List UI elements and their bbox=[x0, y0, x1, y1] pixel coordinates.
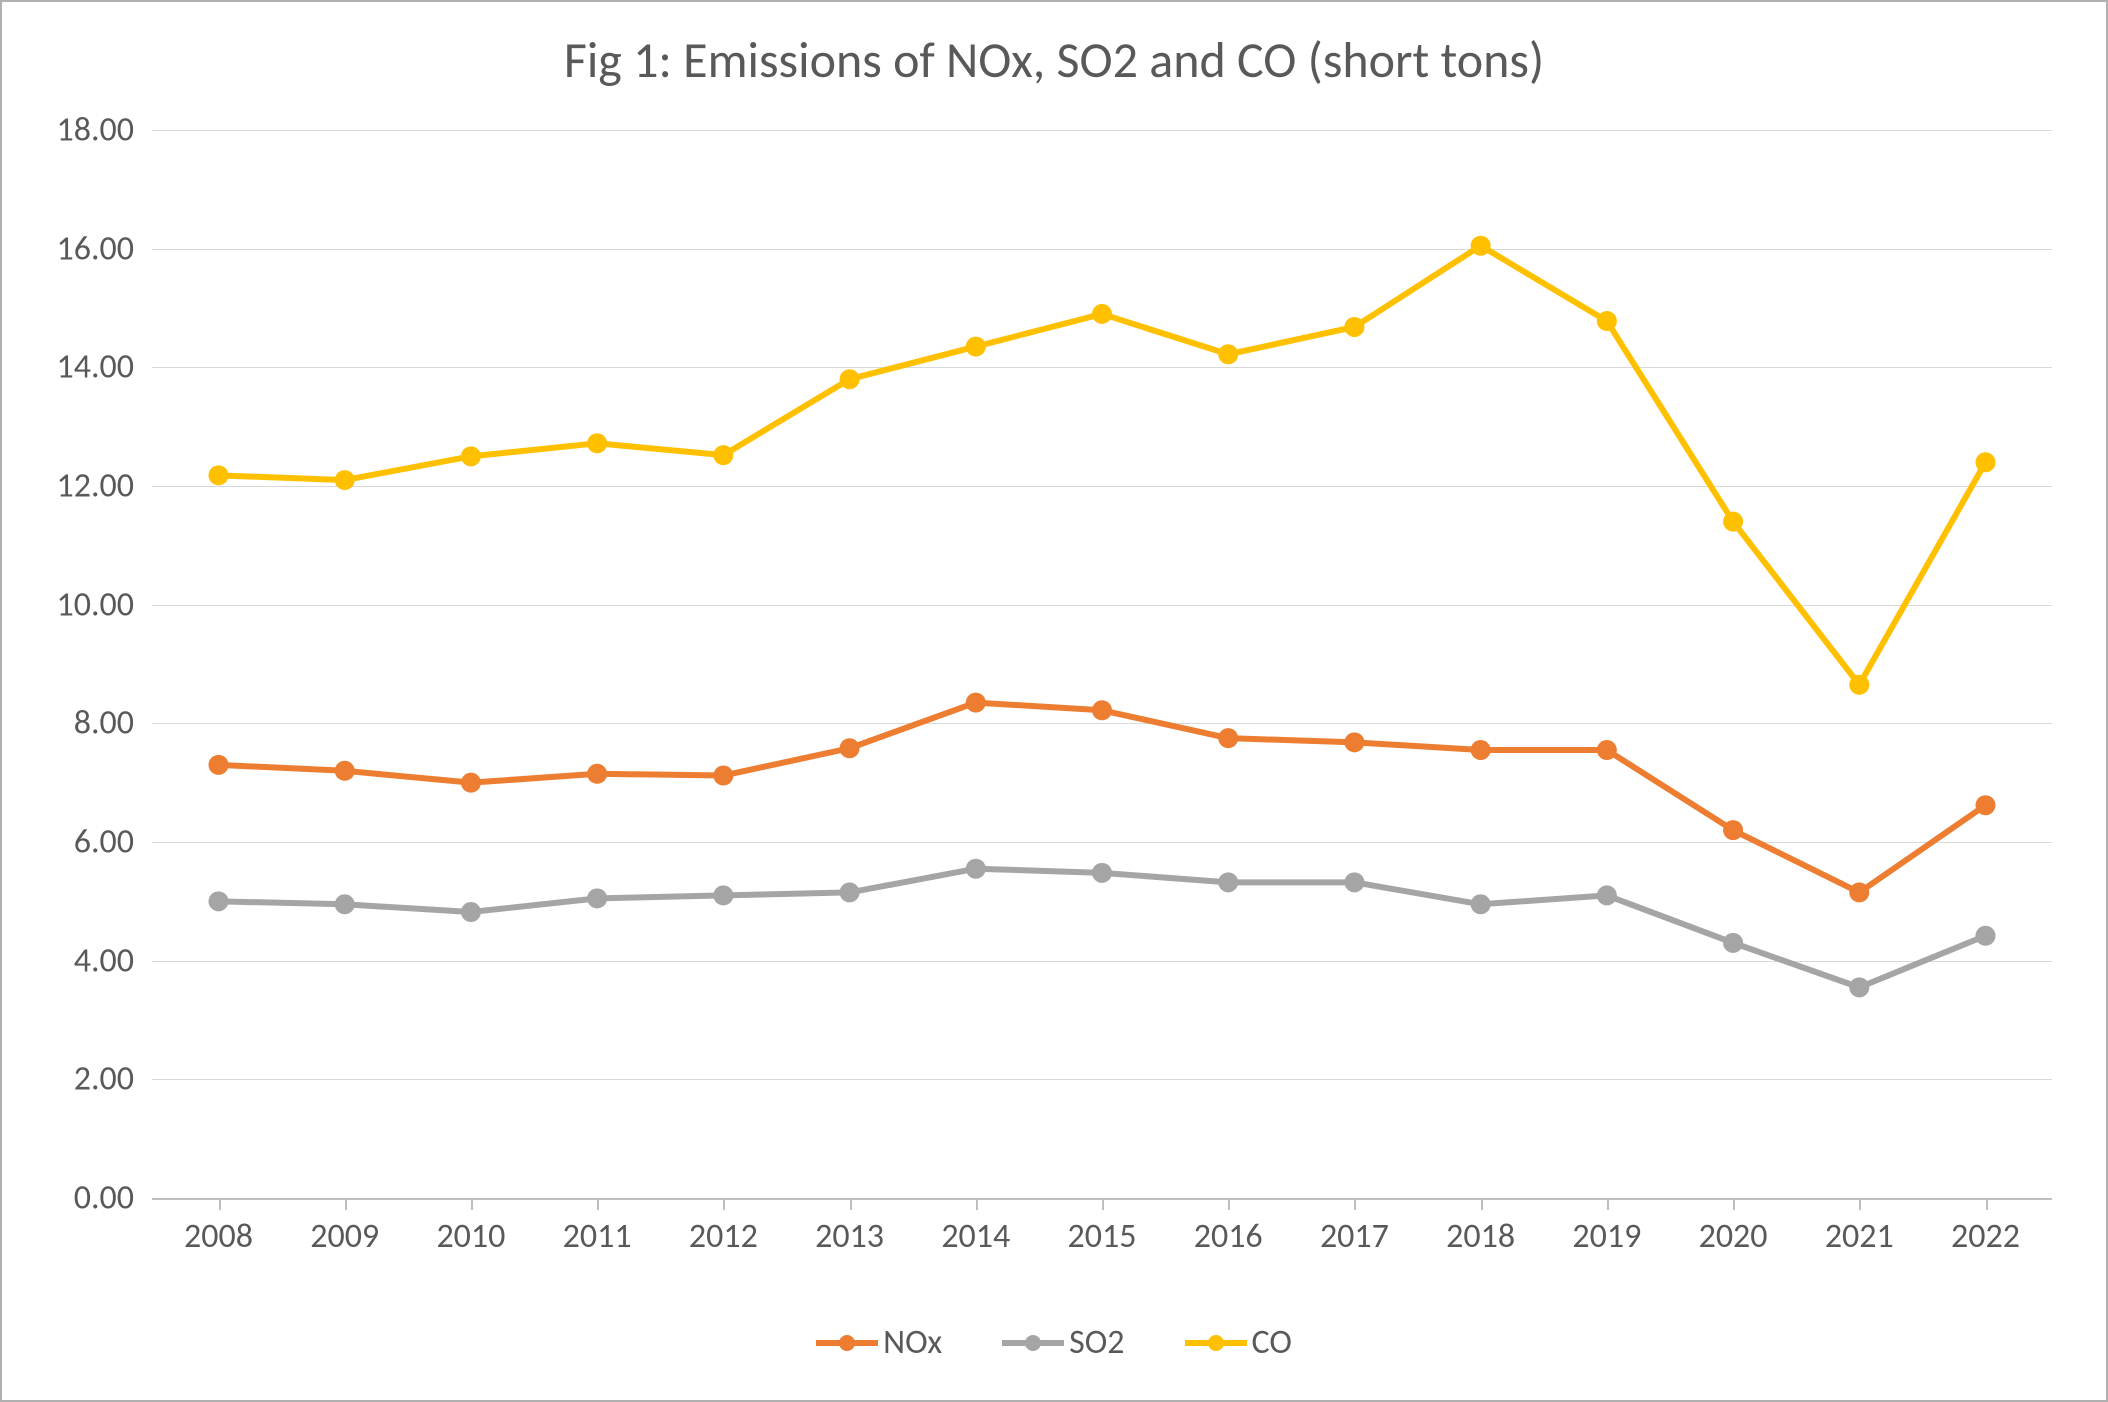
series-marker-so2 bbox=[1597, 885, 1617, 905]
x-tick-label: 2014 bbox=[941, 1198, 1010, 1257]
series-marker-nox bbox=[1344, 732, 1364, 752]
series-marker-nox bbox=[1218, 728, 1238, 748]
legend-label: CO bbox=[1252, 1322, 1292, 1363]
series-marker-co bbox=[1849, 675, 1869, 695]
chart-title: Fig 1: Emissions of NOx, SO2 and CO (sho… bbox=[2, 30, 2106, 91]
series-marker-co bbox=[335, 470, 355, 490]
x-tick-label: 2021 bbox=[1825, 1198, 1894, 1257]
y-tick-label: 0.00 bbox=[74, 1178, 152, 1219]
x-tick-label: 2008 bbox=[184, 1198, 253, 1257]
x-tick-label: 2016 bbox=[1194, 1198, 1263, 1257]
legend-item-so2: SO2 bbox=[1002, 1322, 1124, 1363]
y-tick-label: 12.00 bbox=[56, 466, 152, 507]
y-tick-label: 18.00 bbox=[56, 110, 152, 151]
series-marker-co bbox=[1218, 344, 1238, 364]
legend-item-nox: NOx bbox=[816, 1322, 942, 1363]
y-tick-label: 10.00 bbox=[56, 584, 152, 625]
series-marker-so2 bbox=[1976, 926, 1996, 946]
y-tick-label: 2.00 bbox=[74, 1059, 152, 1100]
x-tick-label: 2010 bbox=[436, 1198, 505, 1257]
legend-label: NOx bbox=[883, 1322, 942, 1363]
x-tick-label: 2012 bbox=[689, 1198, 758, 1257]
series-marker-nox bbox=[966, 693, 986, 713]
series-marker-co bbox=[1597, 311, 1617, 331]
series-marker-nox bbox=[209, 755, 229, 775]
series-marker-so2 bbox=[1849, 977, 1869, 997]
series-marker-nox bbox=[1849, 882, 1869, 902]
x-tick-label: 2022 bbox=[1951, 1198, 2020, 1257]
series-marker-so2 bbox=[335, 894, 355, 914]
series-marker-so2 bbox=[1218, 872, 1238, 892]
series-marker-so2 bbox=[840, 882, 860, 902]
y-tick-label: 4.00 bbox=[74, 940, 152, 981]
series-marker-co bbox=[1092, 304, 1112, 324]
series-marker-nox bbox=[461, 773, 481, 793]
series-marker-nox bbox=[335, 761, 355, 781]
legend: NOx SO2 CO bbox=[2, 1322, 2106, 1363]
series-marker-co bbox=[966, 337, 986, 357]
plot-area: 0.002.004.006.008.0010.0012.0014.0016.00… bbox=[152, 130, 2052, 1198]
series-marker-co bbox=[587, 433, 607, 453]
series-marker-co bbox=[1471, 236, 1491, 256]
series-marker-so2 bbox=[1723, 933, 1743, 953]
chart-container: Fig 1: Emissions of NOx, SO2 and CO (sho… bbox=[0, 0, 2108, 1402]
x-tick-label: 2019 bbox=[1572, 1198, 1641, 1257]
series-marker-so2 bbox=[1471, 894, 1491, 914]
x-tick-label: 2009 bbox=[310, 1198, 379, 1257]
x-tick-label: 2017 bbox=[1320, 1198, 1389, 1257]
series-marker-co bbox=[1976, 452, 1996, 472]
legend-item-co: CO bbox=[1185, 1322, 1292, 1363]
series-marker-so2 bbox=[461, 902, 481, 922]
series-marker-nox bbox=[1092, 700, 1112, 720]
chart-svg-layer bbox=[152, 130, 2052, 1198]
series-marker-so2 bbox=[587, 888, 607, 908]
series-marker-so2 bbox=[966, 859, 986, 879]
legend-label: SO2 bbox=[1069, 1322, 1124, 1363]
x-tick-label: 2018 bbox=[1446, 1198, 1515, 1257]
x-tick-label: 2020 bbox=[1699, 1198, 1768, 1257]
series-marker-so2 bbox=[713, 885, 733, 905]
y-tick-label: 16.00 bbox=[56, 228, 152, 269]
series-marker-nox bbox=[1723, 820, 1743, 840]
legend-swatch-co bbox=[1185, 1334, 1247, 1352]
series-marker-nox bbox=[840, 738, 860, 758]
x-tick-label: 2015 bbox=[1068, 1198, 1137, 1257]
legend-swatch-nox bbox=[816, 1334, 878, 1352]
series-marker-co bbox=[461, 446, 481, 466]
series-line-so2 bbox=[219, 869, 1986, 988]
series-marker-nox bbox=[1976, 795, 1996, 815]
y-tick-label: 8.00 bbox=[74, 703, 152, 744]
series-marker-nox bbox=[587, 764, 607, 784]
x-tick-label: 2011 bbox=[563, 1198, 632, 1257]
series-marker-co bbox=[209, 465, 229, 485]
series-marker-co bbox=[1723, 512, 1743, 532]
series-marker-co bbox=[1344, 317, 1364, 337]
series-marker-nox bbox=[1471, 740, 1491, 760]
series-marker-co bbox=[713, 445, 733, 465]
y-tick-label: 6.00 bbox=[74, 822, 152, 863]
series-marker-nox bbox=[713, 766, 733, 786]
y-tick-label: 14.00 bbox=[56, 347, 152, 388]
series-marker-so2 bbox=[1092, 863, 1112, 883]
series-marker-so2 bbox=[209, 891, 229, 911]
x-tick-label: 2013 bbox=[815, 1198, 884, 1257]
series-marker-so2 bbox=[1344, 872, 1364, 892]
series-marker-nox bbox=[1597, 740, 1617, 760]
legend-swatch-so2 bbox=[1002, 1334, 1064, 1352]
series-marker-co bbox=[840, 369, 860, 389]
